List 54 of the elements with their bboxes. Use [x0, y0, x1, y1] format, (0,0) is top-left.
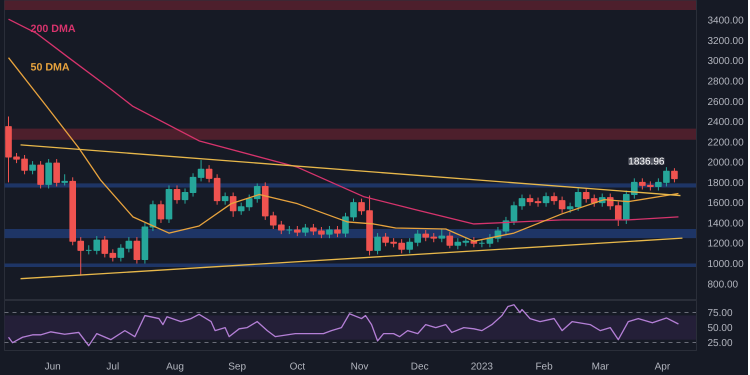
- x-tick-label: Mar: [592, 362, 610, 372]
- candlestick: [374, 232, 381, 255]
- annotation: 1836.96: [628, 156, 665, 168]
- candlestick: [45, 158, 52, 189]
- candlestick: [37, 160, 44, 189]
- y-tick-label: 75.00: [708, 308, 733, 320]
- y-tick-label: 25.00: [708, 338, 733, 350]
- candlestick: [542, 192, 550, 208]
- x-tick-label: Dec: [410, 362, 429, 372]
- candlestick: [53, 158, 60, 187]
- candlestick: [93, 236, 100, 255]
- x-tick-label: 2023: [470, 362, 494, 372]
- y-tick-label: 1400.00: [708, 218, 744, 230]
- y-tick-label: 50.00: [708, 323, 733, 334]
- x-tick-label: Jun: [44, 362, 61, 372]
- candlestick: [671, 168, 678, 183]
- candlestick: [29, 160, 36, 175]
- y-tick-label: 3400.00: [708, 16, 744, 27]
- candlestick: [85, 244, 92, 255]
- candlestick: [334, 225, 341, 238]
- y-tick-label: 2400.00: [708, 117, 744, 128]
- x-tick-label: Feb: [535, 362, 554, 372]
- candlestick: [222, 192, 228, 206]
- candlestick: [158, 200, 164, 224]
- candlestick: [134, 236, 140, 264]
- x-tick-label: Jul: [106, 362, 120, 372]
- series-label: 200 DMA: [30, 23, 76, 36]
- y-tick-label: 3200.00: [708, 36, 744, 47]
- candlestick: [294, 225, 301, 237]
- candlestick: [230, 192, 236, 218]
- y-tick-label: 1800.00: [708, 178, 744, 189]
- y-tick-label: 2800.00: [708, 76, 744, 88]
- y-tick-label: 1000.00: [708, 258, 744, 270]
- candlestick: [174, 184, 180, 204]
- candlestick: [438, 228, 446, 243]
- x-tick-label: Aug: [166, 362, 184, 372]
- line-series: [8, 304, 680, 346]
- y-tick-label: 2600.00: [708, 96, 744, 108]
- candlestick: [302, 223, 309, 237]
- candlestick: [446, 232, 454, 249]
- x-tick-label: Oct: [290, 362, 306, 372]
- series-label: 50 DMA: [30, 62, 70, 74]
- y-tick-label: 2000.00: [708, 158, 744, 169]
- y-tick-label: 1600.00: [708, 198, 744, 210]
- x-tick-label: Sep: [228, 362, 247, 372]
- y-tick-label: 3000.00: [708, 56, 744, 68]
- x-tick-label: Nov: [350, 362, 368, 372]
- candlestick: [326, 225, 333, 239]
- y-tick-label: 2200.00: [708, 137, 744, 148]
- y-tick-label: 1200.00: [708, 238, 744, 250]
- candlestick: [61, 174, 68, 186]
- line-series: [8, 18, 680, 225]
- y-tick-label: 800.00: [708, 279, 739, 290]
- x-tick-label: Apr: [654, 362, 671, 372]
